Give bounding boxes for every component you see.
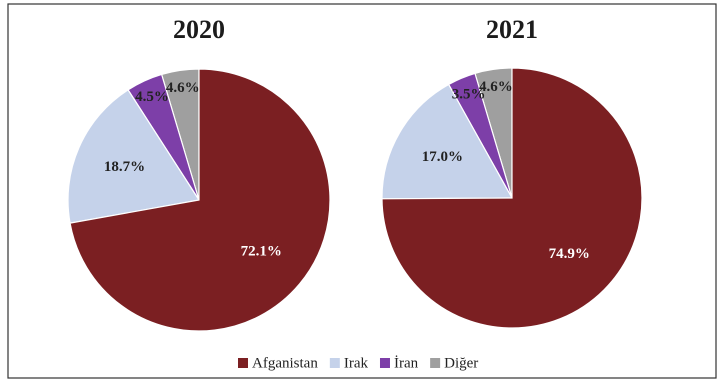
data-label-afganistan: 72.1% — [241, 244, 282, 260]
legend: Afganistan Irak İran Diğer — [238, 355, 478, 371]
pie-title: 2021 — [486, 15, 538, 44]
pie-slice-irak — [381, 83, 514, 200]
legend-label-2: İran — [394, 355, 419, 371]
legend-label-3: Diğer — [444, 355, 478, 371]
data-label-i̇ran: 3.5% — [452, 86, 486, 102]
pie-chart-2021: 2021 4.6%3.5% 17.0% 74.9% — [381, 15, 643, 329]
data-label-i̇ran: 4.5% — [135, 89, 169, 105]
legend-swatch-2 — [379, 358, 390, 368]
pie-slice-irak — [67, 89, 200, 224]
data-label-diğer: 4.6% — [166, 80, 200, 96]
legend-label-1: Irak — [344, 355, 369, 371]
pie-slice-afganistan — [381, 67, 643, 329]
legend-swatch-0 — [238, 358, 248, 368]
legend-label-0: Afganistan — [252, 355, 318, 371]
pie-chart-2020: 2020 4.6%4.5% 18.7% 72.1% — [67, 15, 331, 332]
data-label-irak: 18.7% — [104, 159, 145, 175]
legend-swatch-1 — [329, 358, 340, 368]
data-label-irak: 17.0% — [422, 149, 463, 165]
data-label-afganistan: 74.9% — [549, 246, 590, 262]
legend-swatch-3 — [430, 358, 441, 368]
data-label-diğer: 4.6% — [479, 79, 513, 95]
pie-title: 2020 — [173, 15, 225, 44]
pie-slice-afganistan — [69, 68, 331, 332]
pies-group: 20204.6%4.5%18.7%72.1%20214.6%3.5%17.0%7… — [67, 15, 643, 332]
